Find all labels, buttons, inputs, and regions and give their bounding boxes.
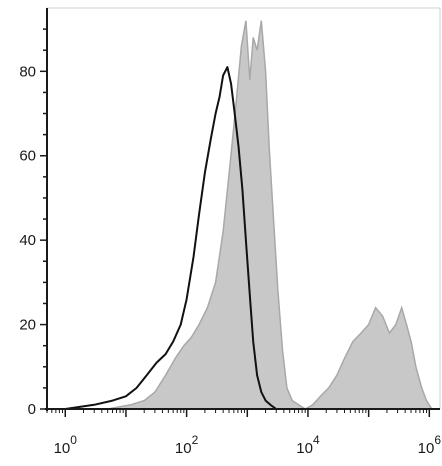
y-tick-label: 20 (19, 317, 36, 334)
x-tick-label: 106 (418, 433, 442, 457)
series-1-line (65, 66, 277, 410)
x-tick-label: 104 (296, 433, 320, 457)
y-tick-label: 80 (19, 63, 36, 80)
x-tick-label: 102 (175, 433, 199, 457)
series-0-fill (65, 20, 432, 409)
series-0-outline (65, 20, 433, 410)
y-tick-label: 60 (19, 148, 36, 165)
x-tick-label: 100 (54, 433, 78, 457)
y-tick-label: 0 (28, 401, 36, 418)
y-tick-label: 40 (19, 232, 36, 249)
